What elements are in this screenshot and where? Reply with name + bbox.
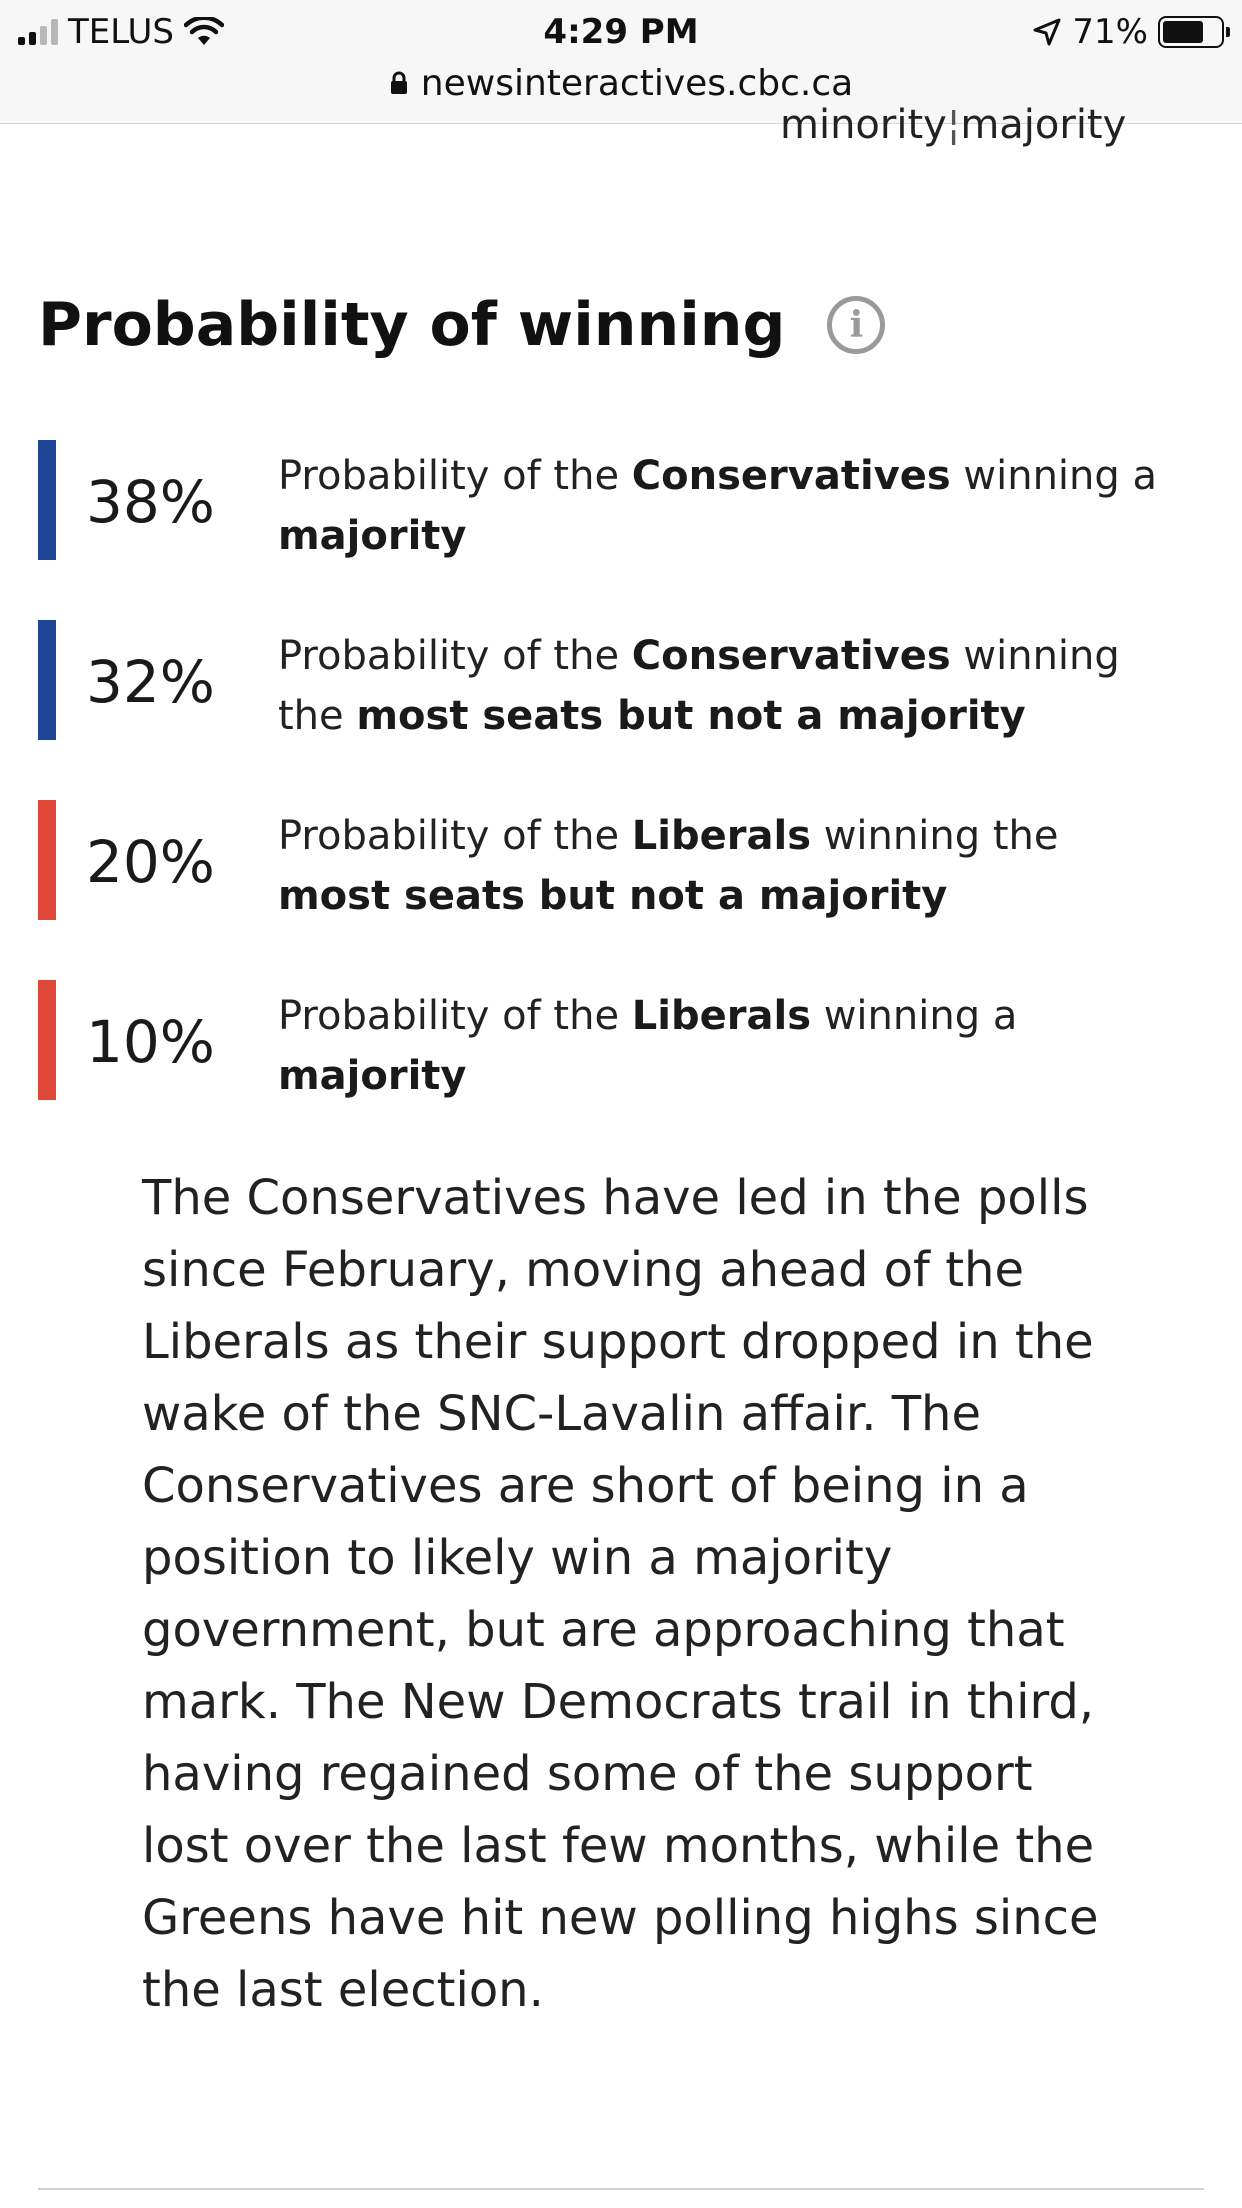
address-bar[interactable]: newsinteractives.cbc.ca (0, 58, 1242, 108)
outcome: most seats but not a majority (356, 693, 1026, 739)
seat-scale-labels: minority¦majority (780, 102, 1127, 148)
carrier-name: TELUS (68, 12, 174, 52)
probability-description: Probability of the Liberals winning the … (278, 813, 1059, 919)
party-color-bar (38, 620, 56, 740)
probability-description: Probability of the Conservatives winning… (278, 453, 1158, 559)
divider (38, 2188, 1204, 2190)
battery-icon (1158, 16, 1230, 48)
minority-label: minority (780, 102, 947, 148)
outcome: majority (278, 513, 467, 559)
battery-level (1163, 21, 1203, 43)
url-text[interactable]: newsinteractives.cbc.ca (420, 62, 854, 104)
party-name: Conservatives (631, 453, 951, 499)
status-left: TELUS (18, 12, 224, 52)
probability-row: 38% Probability of the Conservatives win… (38, 440, 1178, 562)
party-color-bar (38, 800, 56, 920)
party-name: Liberals (631, 813, 811, 859)
majority-label: majority (960, 102, 1127, 148)
probability-row: 10% Probability of the Liberals winning … (38, 980, 1178, 1102)
probability-description: Probability of the Liberals winning a ma… (278, 993, 1018, 1099)
probability-value: 10% (86, 1008, 215, 1076)
status-right: 71% (1032, 12, 1230, 52)
analysis-paragraph: The Conservatives have led in the polls … (142, 1170, 1099, 2018)
section-title: Probability of winning (38, 290, 786, 360)
party-color-bar (38, 980, 56, 1100)
probability-row: 20% Probability of the Liberals winning … (38, 800, 1178, 922)
lock-icon (390, 71, 407, 94)
probability-value: 20% (86, 828, 215, 896)
status-bar: TELUS 4:29 PM 71% newsinteractives.cbc.c… (0, 0, 1242, 124)
cell-signal-icon (18, 19, 58, 45)
probability-description: Probability of the Conservatives winning… (278, 633, 1120, 739)
party-color-bar (38, 440, 56, 560)
section-heading: Probability of winning i (38, 290, 886, 360)
probability-value: 32% (86, 648, 215, 716)
location-arrow-icon (1033, 18, 1061, 46)
battery-percent: 71% (1072, 12, 1148, 52)
party-name: Conservatives (631, 633, 951, 679)
party-name: Liberals (631, 993, 811, 1039)
probability-row: 32% Probability of the Conservatives win… (38, 620, 1178, 742)
outcome: majority (278, 1053, 467, 1099)
info-circle-icon[interactable]: i (827, 296, 886, 354)
probability-value: 38% (86, 468, 215, 536)
wifi-icon (183, 17, 224, 45)
clock: 4:29 PM (543, 12, 699, 52)
outcome: most seats but not a majority (278, 873, 948, 919)
